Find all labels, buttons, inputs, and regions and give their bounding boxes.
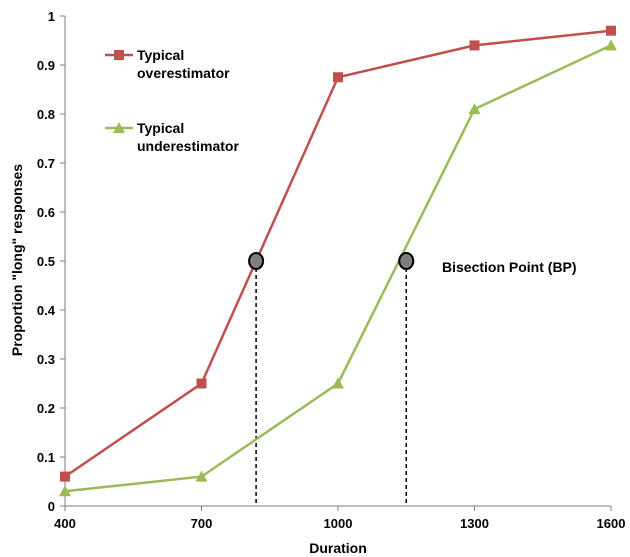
bisection-point-marker <box>398 252 415 270</box>
data-point-triangle <box>468 103 481 115</box>
x-tick-label: 700 <box>191 516 213 531</box>
y-tick-label: 0.9 <box>37 58 55 73</box>
x-tick-label: 400 <box>54 516 76 531</box>
y-tick-label: 0 <box>48 499 55 514</box>
data-point-square <box>196 378 207 389</box>
bisection-point-annotation: Bisection Point (BP) <box>442 259 577 275</box>
data-point-square <box>333 72 343 83</box>
x-axis-title: Duration <box>309 540 367 556</box>
y-tick-label: 0.5 <box>37 254 55 269</box>
series-line-0 <box>64 29 612 478</box>
legend-marker-triangle <box>113 122 125 133</box>
series-layer <box>59 25 617 497</box>
data-point-square <box>60 471 70 482</box>
data-point-triangle <box>195 470 208 482</box>
y-tick-label: 0.1 <box>37 450 55 465</box>
data-point-triangle <box>332 377 344 389</box>
x-tick-labels: 400 700 1000 1300 1600 <box>54 516 625 531</box>
y-tick-labels: 0 0.1 0.2 0.3 0.4 0.5 0.6 0.7 0.8 0.9 1 <box>37 9 56 514</box>
data-point-square <box>606 25 616 36</box>
axes <box>60 15 612 511</box>
data-point-square <box>469 40 480 51</box>
legend-label: Typical <box>137 47 184 63</box>
bisection-markers <box>248 252 415 270</box>
y-tick-label: 0.2 <box>37 401 55 416</box>
y-tick-label: 0.8 <box>37 107 55 122</box>
y-tick-label: 0.7 <box>37 156 55 171</box>
x-tick-label: 1300 <box>460 516 489 531</box>
bisection-point-marker <box>248 252 265 270</box>
x-tick-label: 1000 <box>324 516 353 531</box>
y-tick-label: 0.3 <box>37 352 55 367</box>
bisection-dashed-lines <box>255 261 407 506</box>
legend-label: underestimator <box>137 138 239 154</box>
data-point-triangle <box>605 39 617 51</box>
legend: Typical overestimator Typical underestimato… <box>105 47 239 154</box>
y-tick-label: 0.6 <box>37 205 55 220</box>
legend-marker-square <box>114 50 124 60</box>
data-point-triangle <box>59 485 71 497</box>
legend-label: overestimator <box>137 65 230 81</box>
y-tick-label: 1 <box>48 9 55 24</box>
legend-label: Typical <box>137 120 184 136</box>
x-tick-label: 1600 <box>597 516 626 531</box>
y-tick-label: 0.4 <box>37 303 56 318</box>
y-axis-title: Proportion "long" responses <box>9 164 25 356</box>
